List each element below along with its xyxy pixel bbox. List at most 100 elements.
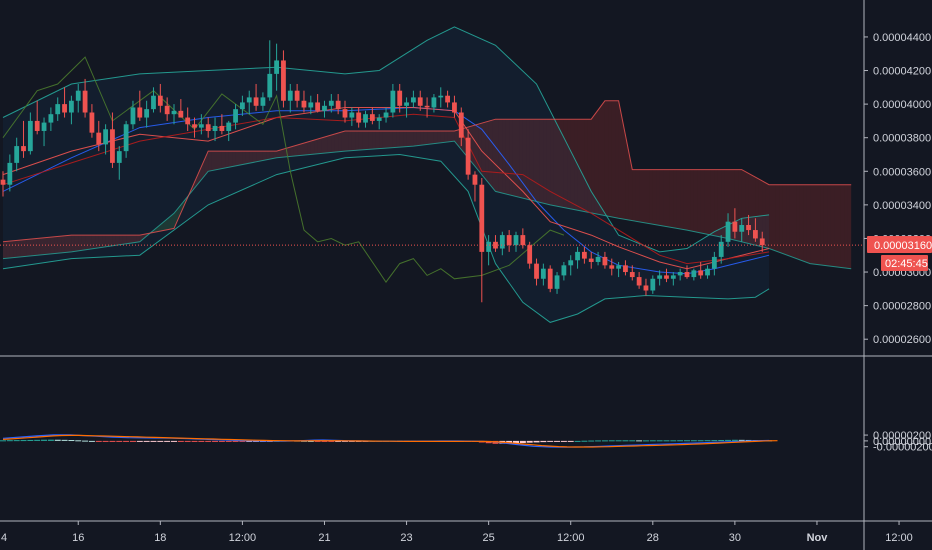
candle-body (623, 265, 628, 273)
cloud-segment (252, 151, 257, 163)
cloud-segment (639, 169, 643, 223)
histogram-bar (116, 440, 123, 442)
candle-body (636, 277, 642, 286)
cloud-segment (245, 151, 250, 164)
histogram-bar (314, 440, 321, 442)
histogram-bar (663, 440, 670, 442)
cloud-segment (779, 184, 783, 254)
cloud-segment (844, 184, 848, 269)
histogram-bar (636, 440, 643, 442)
cloud-segment (615, 100, 619, 219)
cloud-segment (249, 151, 253, 164)
cloud-segment (837, 184, 841, 268)
histogram-bar (191, 440, 198, 442)
cloud-segment (399, 131, 404, 148)
histogram-bar (68, 440, 75, 442)
cloud-segment (136, 235, 140, 243)
candle-body (41, 122, 47, 131)
histogram-bar (615, 440, 622, 442)
price-scale[interactable]: 0.00004400 0.00004200 0.00004000 0.00003800… (864, 32, 931, 346)
cloud-segment (488, 120, 493, 188)
cloud-segment (539, 119, 544, 204)
cloud-segment (806, 184, 811, 264)
time-tick-label: Nov (807, 532, 829, 544)
cloud-segment (109, 235, 113, 247)
histogram-bar (697, 440, 704, 442)
histogram-bar (95, 440, 102, 442)
price-panel[interactable] (0, 26, 864, 323)
histogram-bar (649, 440, 656, 442)
candle-body (185, 117, 191, 125)
cloud-segment (71, 235, 75, 252)
cloud-segment (139, 234, 144, 242)
cloud-segment (676, 169, 681, 229)
histogram-bar (560, 440, 567, 442)
cloud-span-a-line (2, 140, 852, 270)
candle-body (116, 151, 122, 163)
cloud-segment (652, 169, 657, 225)
macd-tick-label: 0.00000200 (873, 430, 931, 442)
price-tick-label: 0.00002800 (873, 301, 931, 313)
histogram-bar (588, 440, 595, 442)
cloud-segment (372, 131, 376, 150)
cloud-segment (410, 131, 414, 147)
cloud-segment (427, 131, 431, 145)
cloud-segment (618, 100, 622, 219)
candle-body (575, 251, 580, 261)
cloud-segment (327, 135, 332, 153)
last-price-tag (867, 236, 932, 253)
histogram-bar (519, 440, 526, 443)
histogram-bar (608, 440, 615, 442)
cloud-segment (324, 136, 328, 154)
macd-panel[interactable] (0, 434, 778, 448)
histogram-bar (239, 440, 246, 442)
cloud-segment (642, 169, 646, 223)
price-tick-label: 0.00004400 (873, 32, 931, 44)
cloud-segment (23, 239, 27, 257)
time-tick-label: 28 (647, 532, 659, 544)
cloud-segment (697, 169, 701, 233)
candle-body (582, 251, 587, 259)
cloud-segment (563, 119, 568, 209)
candle-body (705, 268, 710, 276)
cloud-segment (577, 119, 581, 211)
cloud-segment (762, 180, 766, 248)
candle-body (89, 112, 95, 133)
candle-body (609, 265, 615, 269)
cloud-segment (594, 110, 599, 215)
cloud-segment (54, 236, 58, 254)
cloud-segment (112, 235, 116, 246)
cloud-segment (290, 146, 294, 157)
cloud-segment (167, 216, 171, 230)
histogram-bar (88, 440, 95, 442)
cloud-segment (584, 119, 588, 213)
histogram-bar (711, 440, 718, 442)
candle-body (424, 105, 430, 108)
candle-body (732, 221, 738, 232)
candle-body (226, 122, 232, 131)
candle-body (746, 225, 751, 231)
ichimoku-cloud (3, 100, 852, 269)
cloud-segment (280, 149, 284, 158)
candle-body (287, 90, 293, 101)
candle-body (520, 235, 526, 246)
candle-body (691, 270, 697, 278)
cloud-segment (334, 133, 339, 153)
cloud-segment (673, 169, 677, 229)
cloud-segment (321, 137, 325, 154)
cloud-segment (817, 184, 821, 265)
candle-body (260, 97, 266, 106)
candle-body (534, 263, 539, 279)
cloud-segment (293, 145, 298, 157)
cloud-segment (512, 119, 516, 197)
candle-body (404, 102, 409, 106)
cloud-segment (769, 184, 773, 250)
candle-body (82, 90, 88, 113)
cloud-segment (362, 131, 366, 150)
cloud-segment (799, 184, 804, 262)
candle-body (14, 146, 20, 163)
candle-body (7, 162, 13, 185)
